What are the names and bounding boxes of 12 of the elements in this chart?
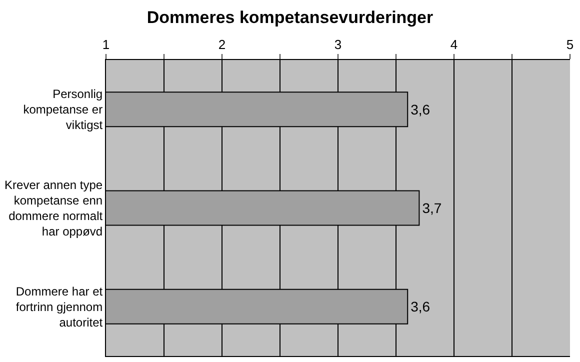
y-tick-label: Dommere har et fortrinn gjennom autoritet <box>16 284 104 330</box>
x-tick-label: 3 <box>334 36 342 52</box>
data-label: 3,6 <box>410 298 430 315</box>
data-label: 3,7 <box>422 200 442 216</box>
x-tick-label: 5 <box>566 36 574 52</box>
x-tick-label: 4 <box>450 36 458 52</box>
y-tick-label: Personlig kompetanse er viktigst <box>23 86 104 132</box>
chart-title: Dommeres kompetansevurderinger <box>146 8 434 27</box>
x-tick-label: 1 <box>102 36 110 52</box>
data-label: 3,6 <box>410 101 430 118</box>
x-tick-label: 2 <box>218 36 226 52</box>
y-tick-label: Krever annen type kompetanse enn dommere normalt har oppøvd <box>4 178 104 239</box>
